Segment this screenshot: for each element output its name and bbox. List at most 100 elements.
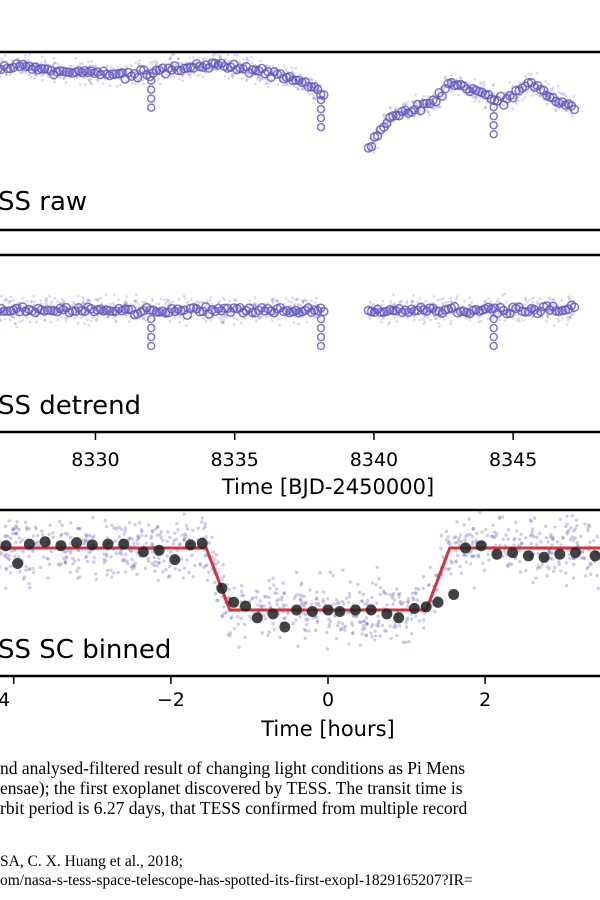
data-point <box>16 555 21 559</box>
data-point <box>271 301 275 304</box>
data-point <box>308 588 312 592</box>
data-point <box>385 603 389 607</box>
transit-dip-point <box>316 341 326 351</box>
data-point <box>276 300 280 304</box>
data-point <box>60 297 63 301</box>
data-point <box>446 535 450 539</box>
data-point <box>177 568 182 572</box>
binned-point <box>55 540 67 552</box>
data-point <box>412 318 416 322</box>
data-point <box>242 622 247 627</box>
data-point <box>85 533 89 538</box>
data-point <box>44 296 48 300</box>
data-point <box>299 581 304 585</box>
data-point <box>167 298 171 302</box>
data-point <box>252 303 256 307</box>
data-point <box>406 316 409 320</box>
binned-data-point <box>455 306 466 317</box>
transit-dip-point <box>489 129 498 139</box>
data-point <box>301 299 305 303</box>
panel-binned: SS SC binned 4 −2 0 2 Time [hours] <box>0 508 600 741</box>
data-point <box>229 631 233 635</box>
data-point <box>547 550 552 554</box>
data-point <box>87 78 91 82</box>
data-point <box>24 71 28 74</box>
data-point <box>307 629 311 633</box>
data-point <box>462 553 466 557</box>
data-point <box>35 74 39 78</box>
data-point <box>122 557 126 562</box>
data-point <box>395 320 398 323</box>
data-point <box>155 525 159 529</box>
binned-point <box>448 589 460 600</box>
data-point <box>361 624 366 628</box>
data-point <box>129 565 133 569</box>
data-point <box>205 299 209 303</box>
data-point <box>14 531 18 535</box>
data-point <box>153 569 157 574</box>
data-point <box>551 538 555 542</box>
data-point <box>529 533 533 538</box>
data-point <box>135 572 139 577</box>
data-point <box>472 586 477 590</box>
binned-data-point <box>151 307 162 317</box>
data-point <box>268 586 272 591</box>
detrend-x-axis-title: Time [BJD-2450000] <box>221 475 434 499</box>
data-point <box>415 102 419 106</box>
data-point <box>209 318 213 322</box>
data-point <box>545 320 548 323</box>
data-point <box>115 65 119 68</box>
data-point <box>276 83 280 87</box>
data-point <box>494 534 498 538</box>
data-point <box>245 77 249 81</box>
data-point <box>201 75 205 79</box>
data-point <box>552 303 555 306</box>
data-point <box>254 595 258 600</box>
data-point <box>459 571 464 576</box>
data-point <box>83 556 88 560</box>
data-point <box>449 319 453 323</box>
data-point <box>125 302 128 305</box>
data-point <box>422 618 426 622</box>
data-point <box>458 533 463 537</box>
data-point <box>7 519 11 523</box>
data-point <box>315 596 319 601</box>
data-point <box>595 534 600 539</box>
data-point <box>233 298 237 302</box>
data-point <box>124 552 128 556</box>
data-point <box>251 596 255 600</box>
data-point <box>267 578 271 583</box>
data-point <box>547 567 551 571</box>
binned-x-ticks: 4 −2 0 2 <box>0 676 491 711</box>
data-point <box>31 549 35 554</box>
data-point <box>548 551 552 555</box>
data-point <box>314 79 318 83</box>
binned-data-point <box>61 67 72 77</box>
panel-raw: SS raw <box>0 50 600 232</box>
data-point <box>174 63 178 66</box>
data-point <box>313 301 317 304</box>
data-point <box>442 76 446 80</box>
data-point <box>437 325 441 328</box>
data-point <box>301 87 305 91</box>
data-point <box>561 91 565 95</box>
data-point <box>372 151 375 155</box>
data-point <box>142 317 146 321</box>
data-point <box>277 597 281 602</box>
data-point <box>230 615 234 619</box>
data-point <box>3 586 8 590</box>
data-point <box>449 559 453 563</box>
data-point <box>395 106 399 110</box>
panel-detrend-label: SS detrend <box>0 391 141 421</box>
data-point <box>149 536 153 541</box>
data-point <box>3 524 8 529</box>
data-point <box>454 77 458 81</box>
data-point <box>529 519 533 523</box>
data-point <box>164 568 168 572</box>
data-point <box>49 302 52 306</box>
data-point <box>449 322 452 326</box>
data-point <box>14 524 18 528</box>
data-point <box>40 78 44 82</box>
data-point <box>95 318 99 321</box>
binned-data-point <box>247 307 258 318</box>
